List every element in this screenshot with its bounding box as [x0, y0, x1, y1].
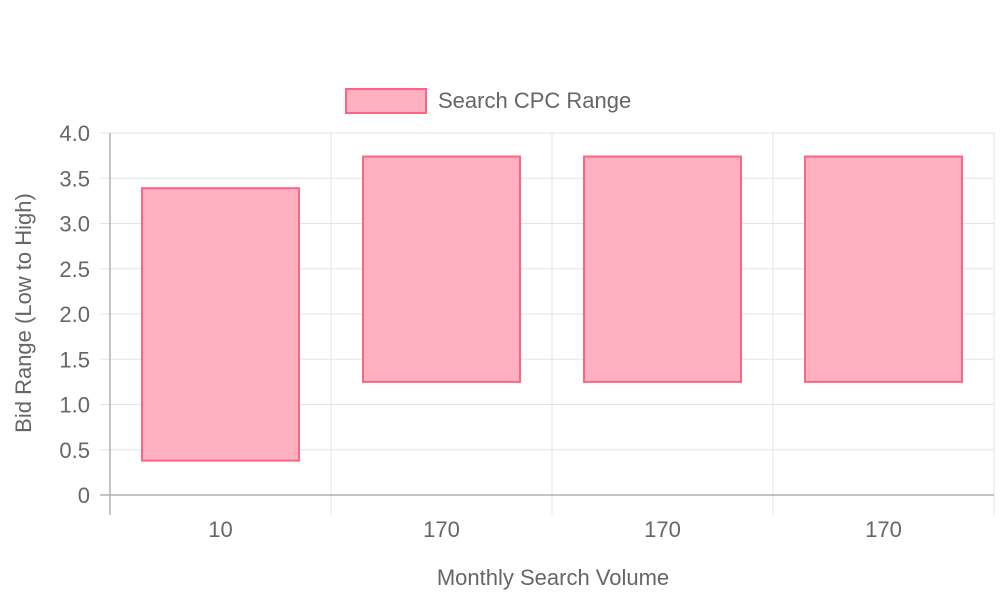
y-tick-label: 1.5 [59, 347, 90, 372]
y-axis-title: Bid Range (Low to High) [11, 193, 36, 433]
x-tick-label: 170 [644, 517, 681, 542]
y-tick-label: 3.0 [59, 212, 90, 237]
y-tick-labels: 0 0.5 1.0 1.5 2.0 2.5 3.0 3.5 4.0 [59, 121, 90, 508]
legend-swatch [345, 88, 427, 114]
bar-3[interactable] [804, 155, 963, 383]
x-tick-label: 170 [423, 517, 460, 542]
bar-2[interactable] [583, 155, 742, 383]
y-tick-label: 3.5 [59, 166, 90, 191]
legend[interactable]: Search CPC Range [345, 88, 631, 114]
x-tick-labels: 10 170 170 170 [208, 517, 902, 542]
x-tick-label: 10 [208, 517, 232, 542]
y-tick-label: 0.5 [59, 438, 90, 463]
legend-label: Search CPC Range [438, 88, 631, 113]
y-tick-label: 4.0 [59, 121, 90, 146]
axes [100, 133, 994, 515]
bar-1[interactable] [362, 155, 521, 383]
y-tick-label: 2.5 [59, 257, 90, 282]
y-tick-label: 0 [78, 483, 90, 508]
x-axis-title: Monthly Search Volume [437, 565, 669, 590]
x-tick-label: 170 [865, 517, 902, 542]
bar-0[interactable] [141, 187, 300, 462]
y-tick-label: 1.0 [59, 393, 90, 418]
bar-series [141, 155, 963, 462]
y-tick-label: 2.0 [59, 302, 90, 327]
